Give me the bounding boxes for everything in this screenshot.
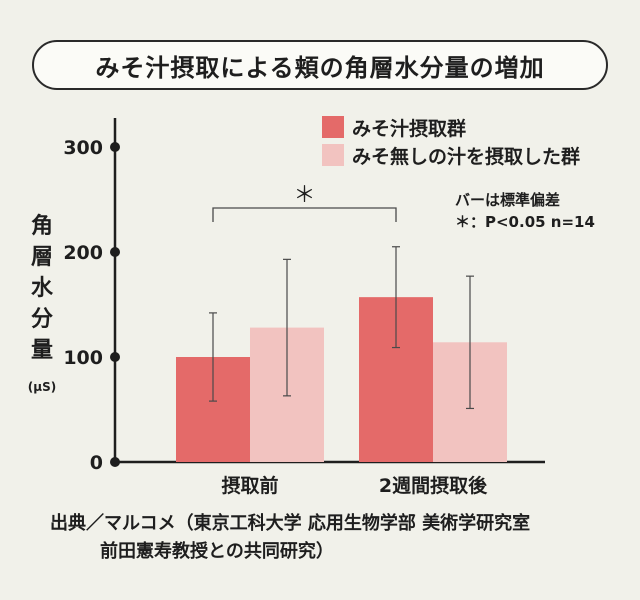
legend-label: みそ無しの汁を摂取した群 [352,145,580,168]
chart-note: ＊：P<0.05 n=14 [455,213,595,231]
y-axis-label-char: 層 [31,245,53,270]
y-axis-label-char: 分 [31,307,53,332]
y-tick-label: 300 [63,137,103,159]
source-citation: 出典／マルコメ（東京工科大学 応用生物学部 美術学研究室 前田憲寿教授との共同研… [50,510,620,566]
y-axis-label-char: 角 [31,213,53,239]
source-line-2: 前田憲寿教授との共同研究） [100,541,334,562]
y-tick-dot [110,457,120,467]
y-tick-dot [110,352,120,362]
chart-title-box: みそ汁摂取による頬の角層水分量の増加 [32,40,608,90]
chart-note: バーは標準偏差 [455,191,560,209]
legend-swatch [322,144,344,166]
chart-title: みそ汁摂取による頬の角層水分量の増加 [95,53,545,82]
y-tick-label: 0 [90,452,103,474]
y-axis-unit: (μS) [28,380,56,394]
source-line-1: 出典／マルコメ（東京工科大学 応用生物学部 美術学研究室 [50,513,531,534]
legend-swatch [322,116,344,138]
significance-bracket [212,207,397,222]
y-tick-label: 200 [63,242,103,264]
y-tick-dot [110,247,120,257]
significance-mark: ＊ [293,183,315,208]
y-axis-label-char: 量 [31,338,53,363]
x-tick-label: 摂取前 [221,474,278,497]
y-tick-label: 100 [63,347,103,369]
legend-label: みそ汁摂取群 [352,117,466,140]
y-tick-dot [110,142,120,152]
x-tick-label: 2週間摂取後 [379,474,488,497]
y-axis-label-char: 水 [31,276,54,301]
